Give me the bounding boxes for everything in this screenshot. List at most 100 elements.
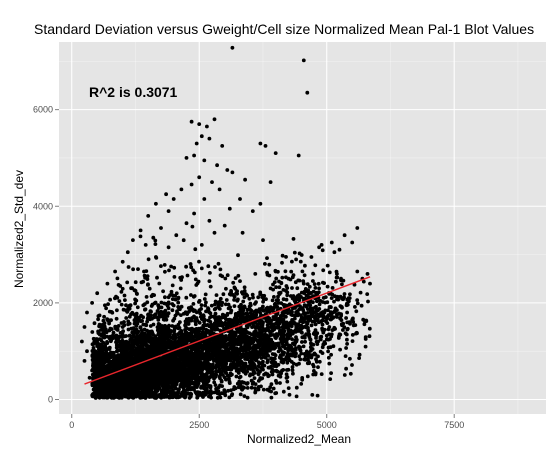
data-point — [148, 287, 152, 291]
data-point — [365, 292, 369, 296]
data-point — [163, 367, 167, 371]
data-point — [219, 361, 223, 365]
data-point — [276, 370, 280, 374]
data-point — [248, 297, 252, 301]
data-point — [251, 361, 255, 365]
data-point — [243, 394, 247, 398]
data-point — [265, 256, 269, 260]
data-point — [300, 291, 304, 295]
data-point — [270, 396, 274, 400]
data-point — [236, 321, 240, 325]
data-point — [232, 343, 236, 347]
data-point — [274, 277, 278, 281]
data-point — [335, 298, 339, 302]
data-point — [344, 346, 348, 350]
data-point — [245, 351, 249, 355]
data-point — [246, 381, 250, 385]
data-point — [239, 393, 243, 397]
data-point — [232, 387, 236, 391]
data-point — [237, 337, 241, 341]
data-point — [290, 286, 294, 290]
data-point — [310, 324, 314, 328]
data-point — [205, 379, 209, 383]
data-point — [200, 303, 204, 307]
data-point — [321, 345, 325, 349]
data-point — [321, 268, 325, 272]
data-point — [267, 374, 271, 378]
data-point — [261, 329, 265, 333]
data-point — [285, 376, 289, 380]
data-point — [267, 345, 271, 349]
data-point — [290, 360, 294, 364]
data-point — [109, 338, 113, 342]
data-point — [197, 300, 201, 304]
data-point — [303, 264, 307, 268]
data-point — [163, 324, 167, 328]
data-point — [271, 299, 275, 303]
data-point — [327, 362, 331, 366]
data-point — [267, 263, 271, 267]
data-point — [212, 351, 216, 355]
data-point — [167, 365, 171, 369]
data-point — [213, 358, 217, 362]
data-point — [218, 316, 222, 320]
data-point — [307, 361, 311, 365]
data-point — [277, 280, 281, 284]
data-point — [278, 292, 282, 296]
data-point — [332, 344, 336, 348]
data-point — [287, 386, 291, 390]
data-point — [282, 330, 286, 334]
data-point — [310, 353, 314, 357]
data-point — [316, 365, 320, 369]
data-point — [348, 292, 352, 296]
data-point — [208, 363, 212, 367]
data-point — [135, 355, 139, 359]
data-point — [262, 388, 266, 392]
data-point — [368, 334, 372, 338]
data-point — [189, 392, 193, 396]
data-point — [303, 313, 307, 317]
data-point — [308, 285, 312, 289]
data-point — [349, 372, 353, 376]
data-point — [165, 395, 169, 399]
data-point — [204, 334, 208, 338]
data-point — [160, 359, 164, 363]
data-point — [271, 324, 275, 328]
data-point — [229, 309, 233, 313]
data-point — [196, 395, 200, 399]
data-point — [285, 343, 289, 347]
data-point — [230, 392, 234, 396]
data-point — [115, 308, 119, 312]
data-point — [245, 365, 249, 369]
data-point — [251, 373, 255, 377]
data-point — [246, 342, 250, 346]
data-point — [342, 295, 346, 299]
data-point — [205, 340, 209, 344]
data-point — [299, 260, 303, 264]
data-point — [318, 360, 322, 364]
data-point — [219, 396, 223, 400]
data-point — [285, 361, 289, 365]
data-point — [354, 309, 358, 313]
data-point — [239, 315, 243, 319]
data-point — [272, 342, 276, 346]
data-point — [368, 282, 372, 286]
data-point — [240, 335, 244, 339]
data-point — [274, 379, 278, 383]
data-point — [222, 292, 226, 296]
data-point — [215, 389, 219, 393]
data-point — [230, 331, 234, 335]
data-point — [220, 379, 224, 383]
data-point — [315, 318, 319, 322]
data-point — [320, 372, 324, 376]
data-point — [207, 348, 211, 352]
data-point — [313, 306, 317, 310]
data-point — [343, 373, 347, 377]
data-point — [287, 334, 291, 338]
data-point — [310, 393, 314, 397]
data-point — [251, 293, 255, 297]
data-point — [202, 327, 206, 331]
data-point — [288, 348, 292, 352]
data-point — [115, 349, 119, 353]
